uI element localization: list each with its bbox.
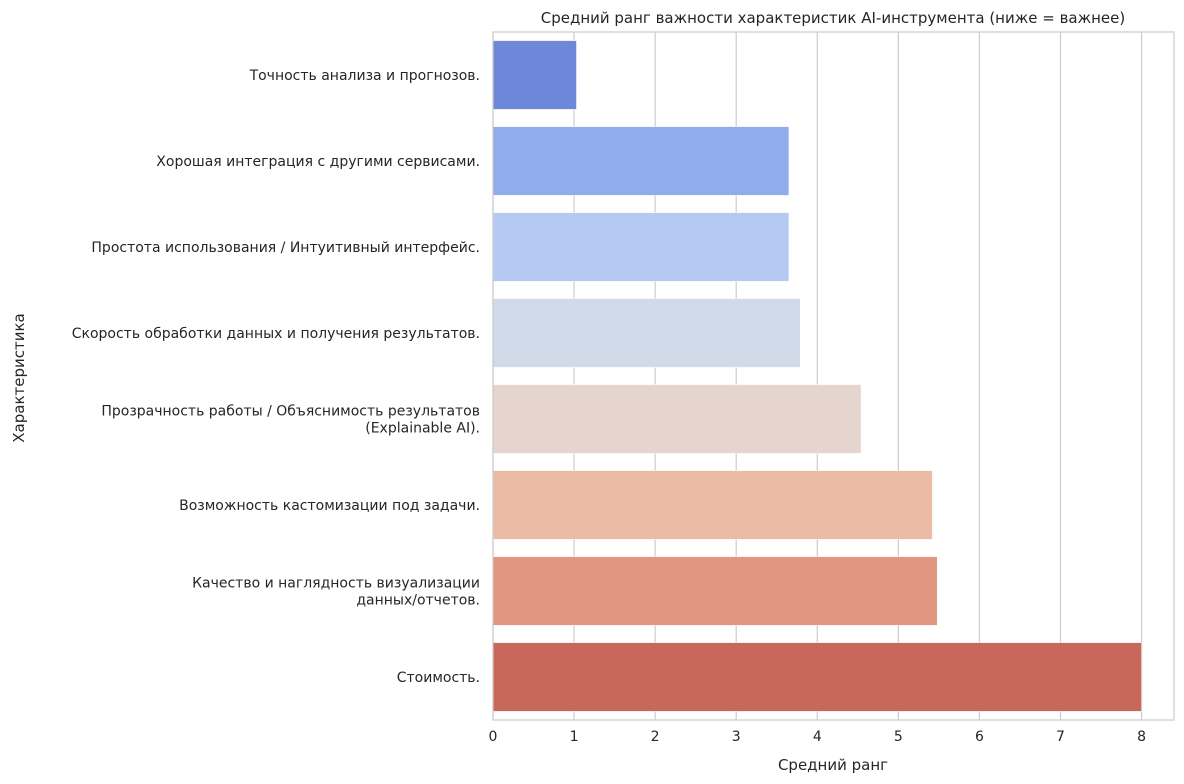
bar — [492, 470, 933, 540]
y-tick-label: Точность анализа и прогнозов. — [249, 68, 480, 84]
bar — [492, 126, 790, 196]
y-tick-label: Прозрачность работы / Объяснимость резул… — [101, 404, 480, 420]
x-tick-labels: 0 1 2 3 4 5 6 7 8 — [489, 729, 1146, 745]
bar — [492, 556, 938, 626]
x-tick-label: 0 — [489, 729, 498, 745]
bar — [492, 384, 862, 454]
bars — [492, 40, 1142, 712]
y-tick-label: Качество и наглядность визуализации — [192, 576, 480, 592]
x-tick-label: 6 — [975, 729, 984, 745]
y-tick-label: Скорость обработки данных и получения ре… — [72, 326, 480, 342]
x-tick-label: 4 — [813, 729, 822, 745]
x-tick-label: 8 — [1137, 729, 1146, 745]
y-tick-label: Возможность кастомизации под задачи. — [179, 498, 480, 514]
x-tick-label: 3 — [732, 729, 741, 745]
y-tick-label: Хорошая интеграция с другими сервисами. — [156, 154, 480, 170]
bar — [492, 212, 790, 282]
x-tick-label: 2 — [651, 729, 660, 745]
y-tick-label: Стоимость. — [397, 670, 480, 686]
bar — [492, 298, 801, 368]
y-tick-label: Простота использования / Интуитивный инт… — [91, 240, 480, 256]
bar — [492, 642, 1142, 712]
y-axis-label: Характеристика — [10, 313, 28, 442]
y-tick-label: (Explainable AI). — [365, 421, 480, 437]
x-axis-label: Средний ранг — [778, 756, 888, 774]
y-tick-label: данных/отчетов. — [356, 593, 480, 609]
x-tick-label: 1 — [570, 729, 579, 745]
bar — [492, 40, 577, 110]
y-tick-labels: Точность анализа и прогнозов. Хорошая инт… — [72, 68, 480, 686]
x-tick-label: 5 — [894, 729, 903, 745]
chart-title: Средний ранг важности характеристик AI-и… — [541, 9, 1126, 27]
x-tick-label: 7 — [1056, 729, 1065, 745]
plot-frame — [492, 31, 1175, 721]
